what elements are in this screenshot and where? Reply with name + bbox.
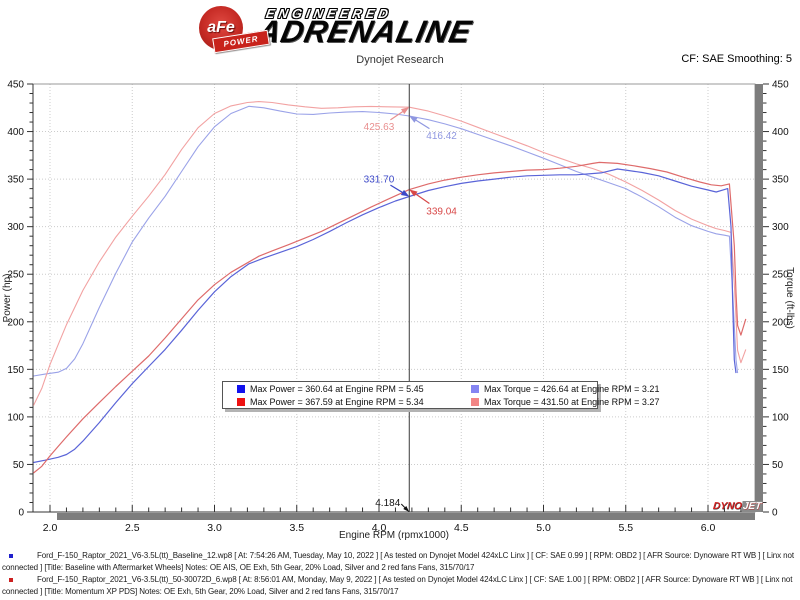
cursor-value-annotation: 425.63 [364, 122, 395, 133]
svg-text:300: 300 [772, 222, 789, 233]
svg-text:350: 350 [7, 175, 24, 186]
svg-text:4.0: 4.0 [372, 522, 387, 534]
install-torque-marker [471, 397, 479, 406]
cursor-value-annotation: 339.04 [426, 207, 457, 218]
svg-text:2.0: 2.0 [43, 522, 58, 534]
x-axis-title: Engine RPM (rpmx1000) [338, 530, 450, 541]
svg-text:300: 300 [7, 222, 24, 233]
svg-text:2.5: 2.5 [125, 522, 140, 534]
afe-logo-text: aFe [207, 19, 235, 36]
dynojet-logo-dyno: DYNO [712, 501, 743, 512]
install-run-bullet [9, 578, 13, 582]
legend-item-install-torque: Max Torque = 431.50 at Engine RPM = 3.27 [457, 395, 659, 408]
legend-item-install-power: Max Power = 367.59 at Engine RPM = 5.34 [223, 395, 457, 408]
install-power-curve [33, 161, 747, 474]
install-power-marker [237, 397, 245, 406]
cursor-value-annotation: 416.42 [426, 131, 457, 142]
baseline-power-marker [237, 384, 245, 393]
svg-text:3.5: 3.5 [289, 522, 304, 534]
svg-text:100: 100 [772, 412, 789, 423]
svg-text:0: 0 [772, 508, 778, 519]
legend-item-baseline-power: Max Power = 360.64 at Engine RPM = 5.45 [223, 382, 457, 395]
svg-text:50: 50 [13, 460, 25, 471]
svg-text:6.0: 6.0 [701, 522, 716, 534]
adrenaline-wordmark: ADRENALINE [254, 14, 476, 49]
svg-text:5.0: 5.0 [536, 522, 551, 534]
legend-text: Max Power = 360.64 at Engine RPM = 5.45 [250, 383, 424, 394]
svg-text:150: 150 [7, 365, 24, 376]
svg-text:250: 250 [7, 270, 24, 281]
install-run-description-line2: connected ] [Title: Momentum XP PDS] Not… [2, 587, 399, 596]
baseline-run-description-line2: connected ] [Title: Baseline with Afterm… [2, 563, 475, 572]
baseline-run-description-line1: Ford_F-150_Raptor_2021_V6-3.5L(tt)_Basel… [37, 551, 794, 560]
svg-text:5.5: 5.5 [618, 522, 633, 534]
baseline-torque-marker [471, 384, 479, 393]
svg-text:450: 450 [7, 80, 24, 91]
baseline-power-curve [33, 168, 737, 464]
svg-text:100: 100 [7, 412, 24, 423]
legend-text: Max Torque = 431.50 at Engine RPM = 3.27 [484, 396, 660, 407]
legend-text: Max Power = 367.59 at Engine RPM = 5.34 [250, 396, 424, 407]
svg-text:250: 250 [772, 270, 789, 281]
svg-text:4.5: 4.5 [454, 522, 469, 534]
legend-box[interactable]: Max Power = 360.64 at Engine RPM = 5.45 … [222, 381, 659, 409]
dynojet-logo: DYNOJET [712, 501, 763, 512]
svg-text:350: 350 [772, 175, 789, 186]
svg-text:0: 0 [18, 508, 24, 519]
svg-text:150: 150 [772, 365, 789, 376]
svg-text:4.184: 4.184 [375, 498, 400, 509]
vertical-range-bar[interactable] [755, 84, 763, 512]
dynojet-logo-jet: JET [741, 501, 763, 512]
svg-text:400: 400 [7, 127, 24, 138]
install-torque-curve [33, 101, 747, 406]
svg-text:3.0: 3.0 [207, 522, 222, 534]
svg-text:450: 450 [772, 80, 789, 91]
chart-subtitle: Dynojet Research [356, 54, 444, 66]
baseline-torque-curve [33, 105, 739, 377]
legend-item-baseline-torque: Max Torque = 426.64 at Engine RPM = 3.21 [457, 382, 659, 395]
svg-text:200: 200 [772, 317, 789, 328]
baseline-run-bullet [9, 554, 13, 558]
svg-text:50: 50 [772, 460, 784, 471]
cursor-value-annotation: 331.70 [364, 175, 395, 186]
legend-text: Max Torque = 426.64 at Engine RPM = 3.21 [484, 383, 660, 394]
correction-factor-label: CF: SAE Smoothing: 5 [681, 53, 792, 65]
svg-text:400: 400 [772, 127, 789, 138]
install-run-description-line1: Ford_F-150_Raptor_2021_V6-3.5L(tt)_50-30… [37, 575, 793, 584]
horizontal-range-bar[interactable] [57, 513, 755, 520]
svg-text:200: 200 [7, 317, 24, 328]
